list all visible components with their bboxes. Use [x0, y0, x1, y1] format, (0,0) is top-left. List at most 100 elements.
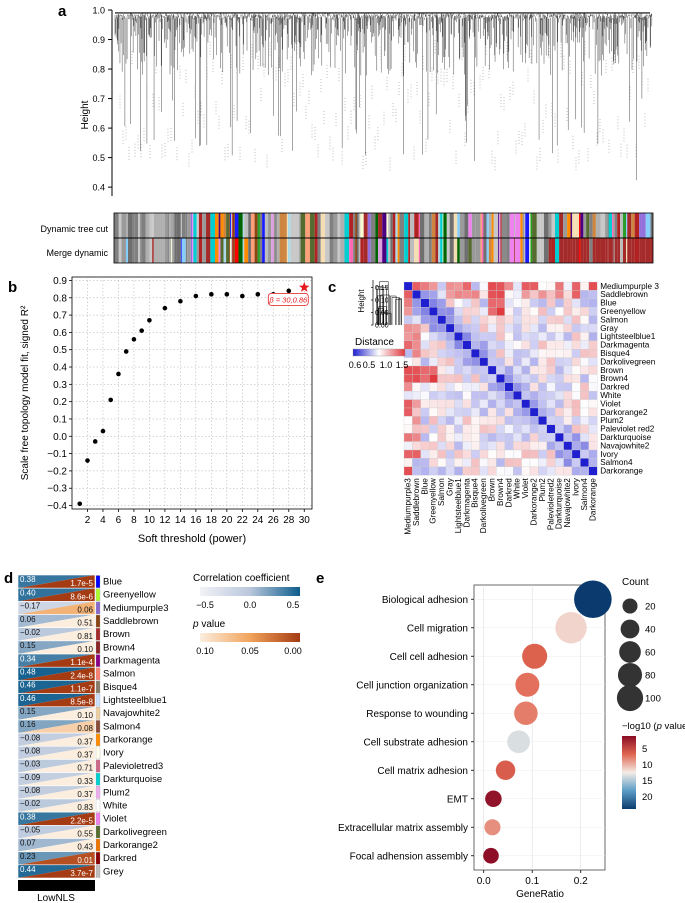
heatmap-row-label: Salmon — [600, 315, 628, 324]
heatmap-cell — [420, 290, 430, 299]
e-term-label: Extracellular matrix assembly — [338, 823, 468, 834]
merge-dynamic-segment — [267, 238, 272, 263]
b-point — [193, 293, 199, 299]
d-p-value: 0.01 — [77, 856, 93, 865]
heatmap-cell — [412, 466, 421, 476]
merge-dynamic-segment — [210, 238, 215, 263]
d-corr-value: 0.06 — [20, 615, 36, 624]
heatmap-cell — [445, 374, 455, 383]
heatmap-cell — [429, 416, 438, 425]
tree-cut-segment — [420, 213, 425, 238]
merge-dynamic-segment — [404, 238, 409, 263]
heatmap-cell — [588, 357, 598, 367]
heatmap-cell — [454, 340, 463, 350]
b-x-tick-label: 10 — [144, 515, 156, 526]
heatmap-cell — [429, 391, 438, 400]
tree-cut-segment — [491, 213, 494, 238]
merge-dynamic-segment — [329, 238, 334, 263]
merge-dynamic-segment — [414, 238, 419, 263]
merge-dynamic-segment — [300, 238, 306, 263]
heatmap-cell — [412, 416, 421, 425]
heatmap-cell — [521, 281, 531, 291]
d-corr-value: 0.40 — [20, 588, 36, 597]
heatmap-cell — [546, 374, 556, 383]
merge-dynamic-segment — [185, 238, 188, 263]
heatmap-cell — [504, 424, 514, 434]
heatmap-cell — [420, 391, 430, 400]
heatmap-row-label: Brown4 — [600, 374, 628, 383]
tree-cut-segment — [287, 213, 291, 238]
heatmap-cell — [563, 365, 573, 375]
tree-cut-segment — [202, 213, 207, 238]
heatmap-cell — [471, 307, 480, 316]
heatmap-cell — [529, 416, 539, 425]
d-module-name: Violet — [103, 814, 127, 825]
merge-dynamic-segment — [337, 238, 341, 263]
heatmap-cell — [580, 416, 589, 425]
heatmap-cell — [403, 382, 413, 392]
neglog-legend-italic: p — [656, 721, 662, 732]
d-module-name: Navajowhite2 — [103, 708, 160, 719]
heatmap-cell — [479, 391, 489, 400]
tree-cut-segment — [409, 213, 415, 238]
heatmap-cell — [529, 323, 539, 333]
tree-cut-segment — [634, 213, 640, 238]
heatmap-cell — [487, 399, 497, 409]
c-dendro-tick-label: 0.00 — [375, 323, 389, 330]
d-module-swatch — [95, 720, 101, 733]
heatmap-cell — [429, 458, 438, 467]
merge-dynamic-segment — [174, 238, 177, 263]
tree-cut-segment — [141, 213, 146, 238]
heatmap-cell — [462, 416, 472, 425]
heatmap-cell — [437, 332, 447, 341]
merge-dynamic-segment — [524, 238, 526, 263]
d-corr-value: 0.38 — [20, 575, 36, 584]
tree-cut-segment — [242, 213, 245, 238]
heatmap-cell — [420, 365, 430, 375]
heatmap-row-label: Darkmagenta — [600, 341, 650, 350]
heatmap-cell — [588, 307, 598, 316]
heatmap-cell — [429, 433, 438, 442]
heatmap-col-label: Navajowhite2 — [563, 478, 572, 528]
tree-cut-segment — [121, 213, 126, 238]
d-corr-triangle — [18, 798, 95, 813]
d-corr-value: −0.05 — [20, 826, 41, 835]
merge-dynamic-segment — [223, 238, 227, 263]
tree-cut-segment — [370, 213, 376, 238]
e-term-label: Cell substrate adhesion — [363, 737, 468, 748]
merge-dynamic-segment — [592, 238, 596, 263]
tree-cut-segment — [453, 213, 458, 238]
heatmap-cell — [504, 391, 514, 400]
heatmap-cell — [437, 441, 447, 451]
d-module-name: Darkorange — [103, 735, 153, 746]
e-term-label: Biological adhesion — [382, 595, 468, 606]
heatmap-cell — [412, 315, 421, 325]
d-p-triangle — [18, 706, 95, 720]
heatmap-cell — [403, 332, 413, 341]
heatmap-cell — [429, 424, 438, 434]
heatmap-cell — [496, 298, 505, 308]
d-p-triangle — [18, 667, 95, 681]
tree-cut-segment — [118, 213, 122, 238]
merge-dynamic-segment — [264, 238, 268, 263]
merge-dynamic-segment — [551, 238, 555, 263]
heatmap-cell — [471, 391, 480, 400]
b-x-tick-label: 14 — [175, 515, 187, 526]
tree-cut-segment — [218, 213, 221, 238]
b-y-tick-label: 0.5 — [53, 345, 67, 356]
heatmap-cell — [588, 315, 598, 325]
heatmap-cell — [538, 424, 547, 434]
heatmap-cell — [580, 433, 589, 442]
merge-dynamic-segment — [149, 238, 153, 263]
tree-cut-segment — [349, 213, 354, 238]
merge-dynamic-segment — [140, 238, 142, 263]
d-p-triangle — [18, 614, 95, 628]
heatmap-cell — [403, 281, 413, 291]
heatmap-cell — [538, 449, 547, 459]
d-p-value: 0.06 — [77, 606, 93, 615]
merge-dynamic-segment — [395, 238, 398, 263]
heatmap-cell — [504, 332, 514, 341]
tree-cut-segment — [234, 213, 239, 238]
heatmap-row-label: Darkturquoise — [600, 433, 651, 442]
b-point — [224, 292, 230, 297]
